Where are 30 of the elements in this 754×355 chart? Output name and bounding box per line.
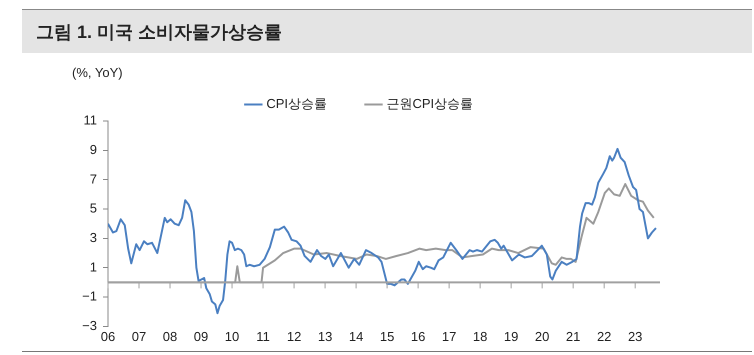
x-tick-label: 11 [256,328,270,344]
x-tick-label: 08 [162,328,178,344]
x-tick-label: 23 [628,328,642,344]
x-tick-label: 10 [224,328,240,344]
x-tick-label: 09 [194,328,208,344]
x-tick-label: 07 [132,328,146,344]
y-tick-label: 11 [84,112,97,128]
x-tick-label: 15 [380,328,394,344]
y-tick-label: 7 [90,171,97,186]
x-tick-label: 18 [472,328,488,344]
x-tick-label: 12 [286,328,302,344]
legend-label: 근원CPI상승률 [386,96,474,112]
y-tick-label: 5 [90,200,97,216]
y-tick-label: −3 [82,318,97,333]
y-tick-label: 9 [90,142,97,157]
y-tick-label: 1 [90,259,97,274]
y-tick-label: 3 [90,230,97,245]
x-tick-label: 21 [566,328,580,344]
x-tick-label: 16 [410,328,426,344]
x-tick-label: 13 [318,328,332,344]
x-tick-label: 06 [100,328,116,344]
legend-label: CPI상승률 [266,96,327,112]
x-tick-label: 14 [348,328,364,344]
x-tick-label: 22 [596,328,612,344]
x-tick-label: 20 [534,328,550,344]
chart-title: 그림 1. 미국 소비자물가상승률 [22,9,752,53]
y-axis-title: (%, YoY) [72,65,123,80]
x-tick-label: 17 [442,328,456,344]
y-tick-label: −1 [82,288,97,304]
x-tick-label: 19 [504,328,518,344]
